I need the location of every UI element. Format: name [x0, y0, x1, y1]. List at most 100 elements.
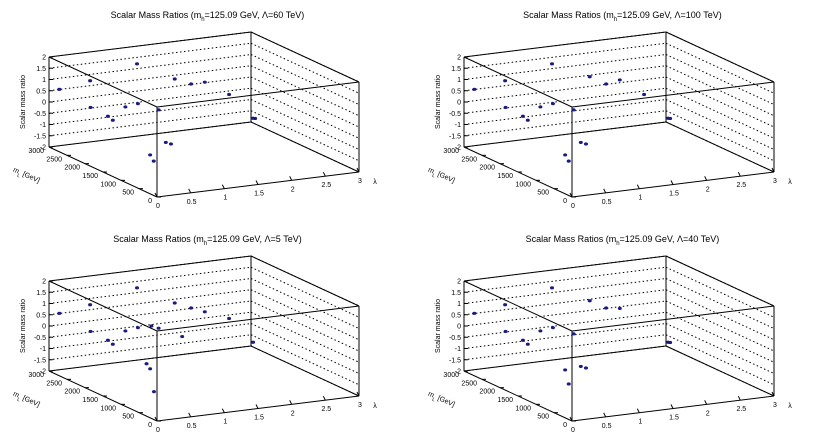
data-point — [503, 79, 508, 83]
box-edge — [665, 255, 775, 307]
data-point — [563, 153, 568, 157]
x-tick-label: 1.5 — [254, 415, 264, 422]
z-axis-title: Scalar mass ratio — [435, 299, 442, 353]
x-axis-title: λ — [788, 403, 792, 410]
z-tick-label: -1.5 — [449, 133, 461, 140]
x-tick — [322, 395, 326, 401]
z-tick-label: -1 — [455, 346, 461, 353]
x-tick — [221, 408, 225, 413]
box-edge — [665, 31, 775, 83]
right-wall-gridline — [665, 65, 775, 117]
title-post: =125.09 GeV, Λ=40 TeV) — [619, 234, 720, 244]
x-axis-title: λ — [788, 179, 792, 186]
y-tick-label: 0 — [148, 198, 152, 205]
x-tick — [704, 176, 708, 181]
data-point — [571, 108, 576, 112]
data-point — [148, 367, 153, 371]
data-point — [604, 82, 609, 86]
box-edge — [48, 255, 252, 282]
right-wall-gridline — [665, 99, 775, 150]
y-tick-label: 1000 — [100, 405, 116, 412]
data-point — [189, 306, 194, 310]
back-wall-gridline — [463, 42, 667, 69]
box-edge — [463, 255, 667, 282]
data-point — [472, 311, 477, 315]
data-point — [578, 364, 583, 369]
z-tick-label: -1 — [40, 346, 46, 353]
right-wall-gridline — [250, 266, 360, 318]
data-point — [189, 82, 194, 86]
data-point — [538, 105, 543, 109]
data-point — [251, 340, 256, 344]
y-tick-label: 2500 — [461, 156, 477, 163]
x-tick — [356, 167, 360, 173]
x-axis-title: λ — [373, 403, 377, 410]
right-wall-gridline — [250, 278, 360, 329]
right-wall-gridline — [665, 110, 775, 162]
right-wall-gridline — [250, 54, 360, 105]
box-edge — [156, 81, 360, 108]
data-point — [538, 329, 543, 333]
right-wall-gridline — [250, 334, 360, 386]
box-edge — [48, 280, 158, 332]
z-tick-label: -0.5 — [34, 335, 46, 342]
y-tick-label: 3000 — [443, 372, 459, 379]
x-tick-label: 0 — [571, 427, 575, 434]
data-point — [604, 306, 609, 310]
right-wall-gridline — [665, 289, 775, 341]
back-wall-gridline — [48, 87, 252, 114]
z-tick-label: -2 — [40, 369, 46, 376]
x-tick-label: 1.5 — [669, 415, 679, 422]
z-tick-label: -1 — [455, 122, 461, 129]
data-point — [472, 87, 477, 91]
y-tick-label: 0 — [563, 422, 567, 429]
right-wall-gridline — [250, 42, 360, 94]
data-point — [550, 286, 554, 290]
y-tick-label: 500 — [537, 190, 549, 197]
z-axis-title: Scalar mass ratio — [20, 299, 27, 353]
data-point — [151, 159, 156, 163]
x-tick — [636, 408, 640, 413]
y-tick-label: 2500 — [461, 380, 477, 387]
back-wall-gridline — [463, 76, 667, 103]
back-wall-gridline — [48, 289, 252, 316]
x-tick-label: 1 — [223, 195, 227, 202]
chart-panel-4: Scalar Mass Ratios (mh=125.09 GeV, Λ=40 … — [415, 224, 830, 447]
back-wall-gridline — [463, 110, 667, 137]
x-tick — [154, 192, 158, 198]
right-wall-gridline — [250, 87, 360, 139]
title-pre: Scalar Mass Ratios (m — [113, 234, 204, 244]
x-tick — [255, 404, 259, 409]
back-wall-gridline — [463, 65, 667, 92]
box-edge — [463, 31, 667, 58]
y-tick-label: 0 — [148, 422, 152, 429]
box-edge — [48, 121, 252, 148]
back-wall-gridline — [48, 65, 252, 92]
title-sub: h — [616, 240, 620, 247]
data-point — [503, 329, 508, 334]
back-wall-gridline — [463, 266, 667, 293]
data-point — [110, 342, 115, 346]
data-point — [227, 92, 232, 97]
x-tick-label: 1 — [638, 419, 642, 426]
y-axis-title: mL [GeV] — [426, 391, 456, 412]
z-tick-label: 0 — [42, 324, 46, 331]
back-wall-gridline — [463, 278, 667, 304]
y-tick-label: 3000 — [443, 148, 459, 155]
data-point — [566, 159, 571, 163]
data-point — [587, 299, 592, 303]
data-point — [105, 114, 110, 118]
x-tick-label: 0 — [156, 427, 160, 434]
y-tick-label: 1500 — [82, 173, 98, 180]
x-tick-label: 2.5 — [321, 182, 331, 189]
back-wall-gridline — [463, 54, 667, 80]
z-tick-label: 1.5 — [36, 290, 46, 297]
title-post: =125.09 GeV, Λ=5 TeV) — [207, 234, 302, 244]
z-tick-label: 1 — [457, 301, 461, 308]
box-edge — [48, 31, 252, 58]
x-tick-label: 0.5 — [602, 199, 612, 206]
data-point — [525, 342, 530, 346]
z-tick-label: 0 — [457, 324, 461, 331]
